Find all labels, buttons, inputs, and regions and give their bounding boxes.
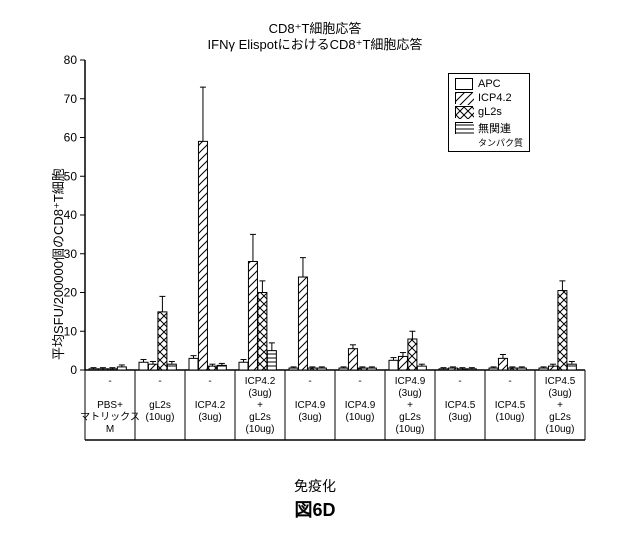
bar-gL2s — [258, 293, 267, 371]
bar-chart: 01020304050607080-PBS+マトリックスM-gL2s(10ug)… — [0, 0, 630, 543]
bar-irrelevant — [167, 364, 176, 370]
bar-gL2s — [308, 368, 317, 370]
bar-gL2s — [408, 339, 417, 370]
group-label: (3ug) — [548, 388, 571, 399]
bar-gL2s — [208, 366, 217, 370]
bar-irrelevant — [567, 364, 576, 370]
bar-ICP4.2 — [348, 349, 357, 370]
group-label: ICP4.9 — [295, 400, 326, 411]
group-label: gL2s — [549, 412, 571, 423]
group-label: (10ug) — [146, 412, 175, 423]
group-label: (10ug) — [396, 424, 425, 435]
group-label: - — [458, 376, 461, 387]
group-label: (10ug) — [496, 412, 525, 423]
bar-APC — [239, 362, 248, 370]
group-label: (3ug) — [248, 388, 271, 399]
bar-gL2s — [358, 368, 367, 370]
group-label: (10ug) — [346, 412, 375, 423]
bar-gL2s — [508, 368, 517, 370]
bar-APC — [189, 358, 198, 370]
group-label: ICP4.5 — [445, 400, 476, 411]
group-label: ICP4.5 — [495, 400, 526, 411]
group-label: (3ug) — [398, 388, 421, 399]
bar-irrelevant — [217, 365, 226, 370]
group-label: gL2s — [149, 400, 171, 411]
svg-text:30: 30 — [64, 247, 78, 261]
bar-ICP4.2 — [448, 368, 457, 370]
group-label: gL2s — [399, 412, 421, 423]
group-label: (3ug) — [198, 412, 221, 423]
group-label: - — [508, 376, 511, 387]
bar-irrelevant — [367, 368, 376, 370]
svg-text:10: 10 — [64, 324, 78, 338]
svg-text:80: 80 — [64, 53, 78, 67]
group-label: ICP4.2 — [195, 400, 226, 411]
bar-ICP4.2 — [548, 366, 557, 370]
group-label: (10ug) — [546, 424, 575, 435]
svg-text:20: 20 — [64, 286, 78, 300]
group-label: ICP4.5 — [545, 376, 576, 387]
group-label: gL2s — [249, 412, 271, 423]
group-label: - — [308, 376, 311, 387]
bar-APC — [289, 368, 298, 370]
bar-APC — [389, 360, 398, 370]
bar-irrelevant — [517, 368, 526, 370]
group-label: ICP4.2 — [245, 376, 276, 387]
group-label: - — [208, 376, 211, 387]
bar-ICP4.2 — [498, 358, 507, 370]
bar-irrelevant — [317, 368, 326, 370]
bar-gL2s — [458, 369, 467, 370]
group-label: (3ug) — [298, 412, 321, 423]
svg-text:40: 40 — [64, 208, 78, 222]
group-label: (3ug) — [448, 412, 471, 423]
svg-text:0: 0 — [70, 363, 77, 377]
group-label: - — [158, 376, 161, 387]
group-label: M — [106, 424, 114, 435]
bar-gL2s — [558, 291, 567, 370]
bar-ICP4.2 — [248, 262, 257, 371]
group-label: (10ug) — [246, 424, 275, 435]
group-label: + — [407, 400, 413, 411]
svg-text:70: 70 — [64, 92, 78, 106]
bar-irrelevant — [267, 351, 276, 370]
bar-irrelevant — [467, 369, 476, 370]
bar-ICP4.2 — [298, 277, 307, 370]
bar-APC — [539, 368, 548, 370]
svg-text:50: 50 — [64, 169, 78, 183]
group-label: ICP4.9 — [345, 400, 376, 411]
bar-gL2s — [108, 369, 117, 370]
group-label: マトリックス — [80, 411, 140, 423]
bar-irrelevant — [417, 366, 426, 370]
group-label: ICP4.9 — [395, 376, 426, 387]
bar-APC — [139, 362, 148, 370]
group-label: + — [557, 400, 563, 411]
bar-APC — [439, 369, 448, 370]
group-label: PBS+ — [97, 400, 123, 411]
bar-ICP4.2 — [398, 356, 407, 370]
bar-ICP4.2 — [98, 369, 107, 370]
bar-ICP4.2 — [198, 141, 207, 370]
svg-text:60: 60 — [64, 131, 78, 145]
bar-APC — [489, 368, 498, 370]
group-label: - — [108, 376, 111, 387]
bar-gL2s — [158, 312, 167, 370]
bar-irrelevant — [117, 367, 126, 370]
group-label: + — [257, 400, 263, 411]
group-label: - — [358, 376, 361, 387]
bar-ICP4.2 — [148, 364, 157, 370]
bar-APC — [89, 369, 98, 370]
bar-APC — [339, 368, 348, 370]
